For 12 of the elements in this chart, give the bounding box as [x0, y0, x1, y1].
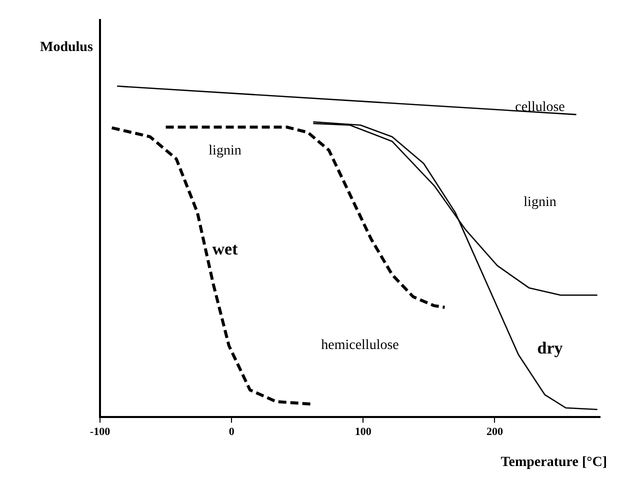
- x-tick-label: 0: [228, 426, 235, 438]
- x-tick-label: -100: [90, 426, 111, 438]
- annotation: cellulose: [515, 100, 565, 115]
- annotation: hemicellulose: [321, 338, 399, 354]
- x-tick-label: 200: [486, 426, 504, 438]
- y-axis-title: Modulus: [40, 40, 93, 56]
- x-tick-label: 100: [354, 426, 372, 438]
- x-axis-title: Temperature [°C]: [500, 455, 607, 471]
- annotation: lignin: [524, 195, 556, 210]
- annotation: lignin: [208, 144, 242, 159]
- annotation: wet: [212, 240, 238, 259]
- annotation: dry: [537, 338, 564, 358]
